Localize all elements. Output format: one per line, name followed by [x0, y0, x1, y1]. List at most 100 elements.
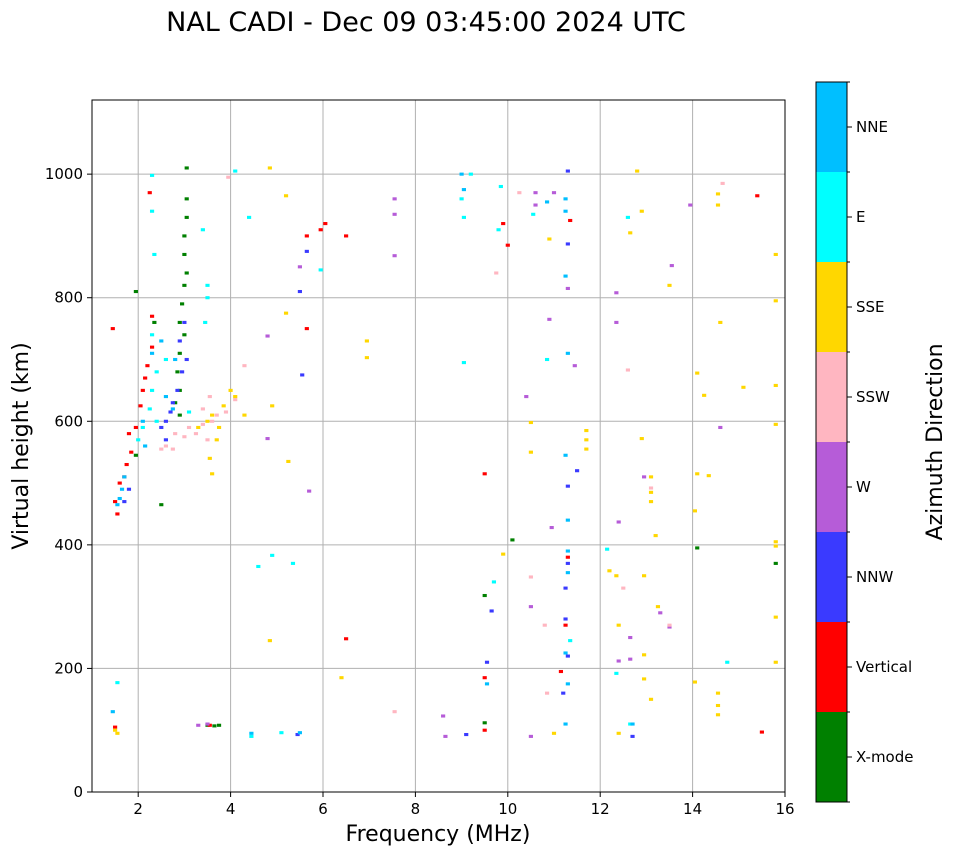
echo-point: [177, 351, 182, 355]
echo-point: [725, 660, 730, 664]
echo-point: [283, 311, 289, 315]
colorbar-segment: [816, 82, 847, 172]
echo-point: [544, 200, 550, 204]
echo-point: [216, 425, 222, 430]
echo-point: [249, 734, 254, 738]
echo-point: [549, 526, 554, 530]
series-x-mode: [133, 166, 778, 728]
echo-point: [242, 364, 247, 368]
echo-point: [642, 574, 647, 578]
echo-point: [182, 435, 187, 439]
echo-point: [607, 569, 612, 573]
echo-point: [648, 697, 654, 701]
x-tick-label: 2: [133, 800, 143, 818]
echo-point: [563, 623, 568, 627]
echo-point: [203, 320, 208, 324]
colorbar-segment: [816, 532, 847, 622]
echo-point: [286, 459, 291, 463]
echo-point: [715, 192, 721, 196]
echo-point: [616, 731, 621, 735]
echo-point: [695, 371, 700, 375]
y-tick-label: 200: [54, 659, 83, 677]
echo-point: [468, 172, 473, 176]
echo-point: [177, 388, 182, 392]
echo-point: [639, 209, 644, 213]
echo-point: [182, 252, 187, 257]
echo-point: [496, 228, 501, 232]
x-axis-ticks: 2 4 6 8 10 12 14 16: [133, 792, 795, 818]
echo-point: [196, 723, 201, 727]
echo-point: [159, 447, 164, 451]
echo-point: [614, 291, 619, 295]
echo-point: [630, 722, 635, 726]
echo-point: [267, 639, 272, 643]
echo-point: [614, 671, 619, 675]
echo-point: [658, 611, 663, 615]
colorbar-label: NNE: [856, 118, 888, 136]
echo-point: [741, 385, 746, 389]
echo-point: [270, 404, 275, 408]
echo-point: [110, 327, 115, 331]
echo-point: [568, 639, 573, 643]
echo-point: [115, 681, 120, 685]
echo-point: [249, 731, 254, 735]
echo-point: [531, 212, 536, 216]
echo-point: [392, 197, 397, 201]
echo-point: [542, 623, 547, 627]
echo-point: [159, 503, 164, 507]
series-e: [115, 169, 730, 738]
echo-point: [173, 357, 178, 362]
echo-point: [323, 222, 328, 226]
echo-point: [110, 710, 115, 714]
echo-point: [505, 243, 510, 247]
echo-point: [565, 242, 570, 246]
echo-point: [667, 625, 672, 629]
echo-point: [344, 234, 349, 238]
echo-point: [210, 419, 215, 423]
echo-point: [464, 732, 469, 737]
echo-point: [180, 370, 185, 374]
echo-point: [648, 500, 654, 504]
echo-point: [170, 447, 175, 451]
echo-point: [297, 289, 302, 294]
echo-point: [267, 166, 272, 170]
echo-point: [140, 388, 145, 392]
echo-point: [565, 169, 570, 173]
echo-point: [113, 500, 118, 504]
echo-point: [283, 194, 289, 198]
echo-point: [759, 730, 764, 734]
echo-point: [339, 676, 344, 680]
echo-point: [494, 271, 499, 275]
echo-point: [175, 370, 180, 374]
echo-point: [635, 169, 640, 173]
echo-point: [149, 314, 155, 318]
echo-point: [115, 731, 120, 735]
echo-point: [184, 357, 189, 362]
echo-point: [163, 444, 168, 448]
echo-point: [524, 395, 529, 399]
grid-lines: [92, 100, 786, 793]
echo-point: [173, 401, 178, 405]
azimuth-colorbar: X-mode Vertical NNW W SSW SSE E NNE: [815, 81, 913, 803]
echo-point: [461, 215, 466, 219]
echo-point: [484, 660, 490, 664]
echo-point: [113, 728, 118, 732]
echo-point: [149, 351, 155, 355]
echo-point: [544, 691, 550, 695]
echo-point: [692, 680, 697, 684]
echo-point: [482, 472, 487, 476]
echo-point: [563, 453, 568, 457]
echo-point: [168, 410, 173, 414]
echo-point: [565, 555, 570, 559]
echo-point: [528, 605, 533, 609]
echo-point: [159, 425, 164, 430]
echo-point: [510, 538, 515, 542]
echo-point: [117, 496, 122, 501]
colorbar-segment: [816, 442, 847, 532]
echo-point: [718, 320, 723, 324]
echo-point: [177, 413, 182, 417]
echo-point: [140, 425, 145, 430]
echo-point: [517, 191, 522, 195]
echo-point: [482, 593, 487, 598]
